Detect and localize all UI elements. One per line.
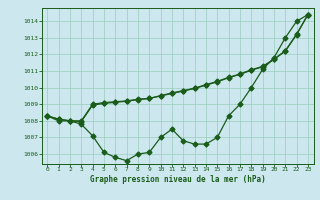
- X-axis label: Graphe pression niveau de la mer (hPa): Graphe pression niveau de la mer (hPa): [90, 175, 266, 184]
